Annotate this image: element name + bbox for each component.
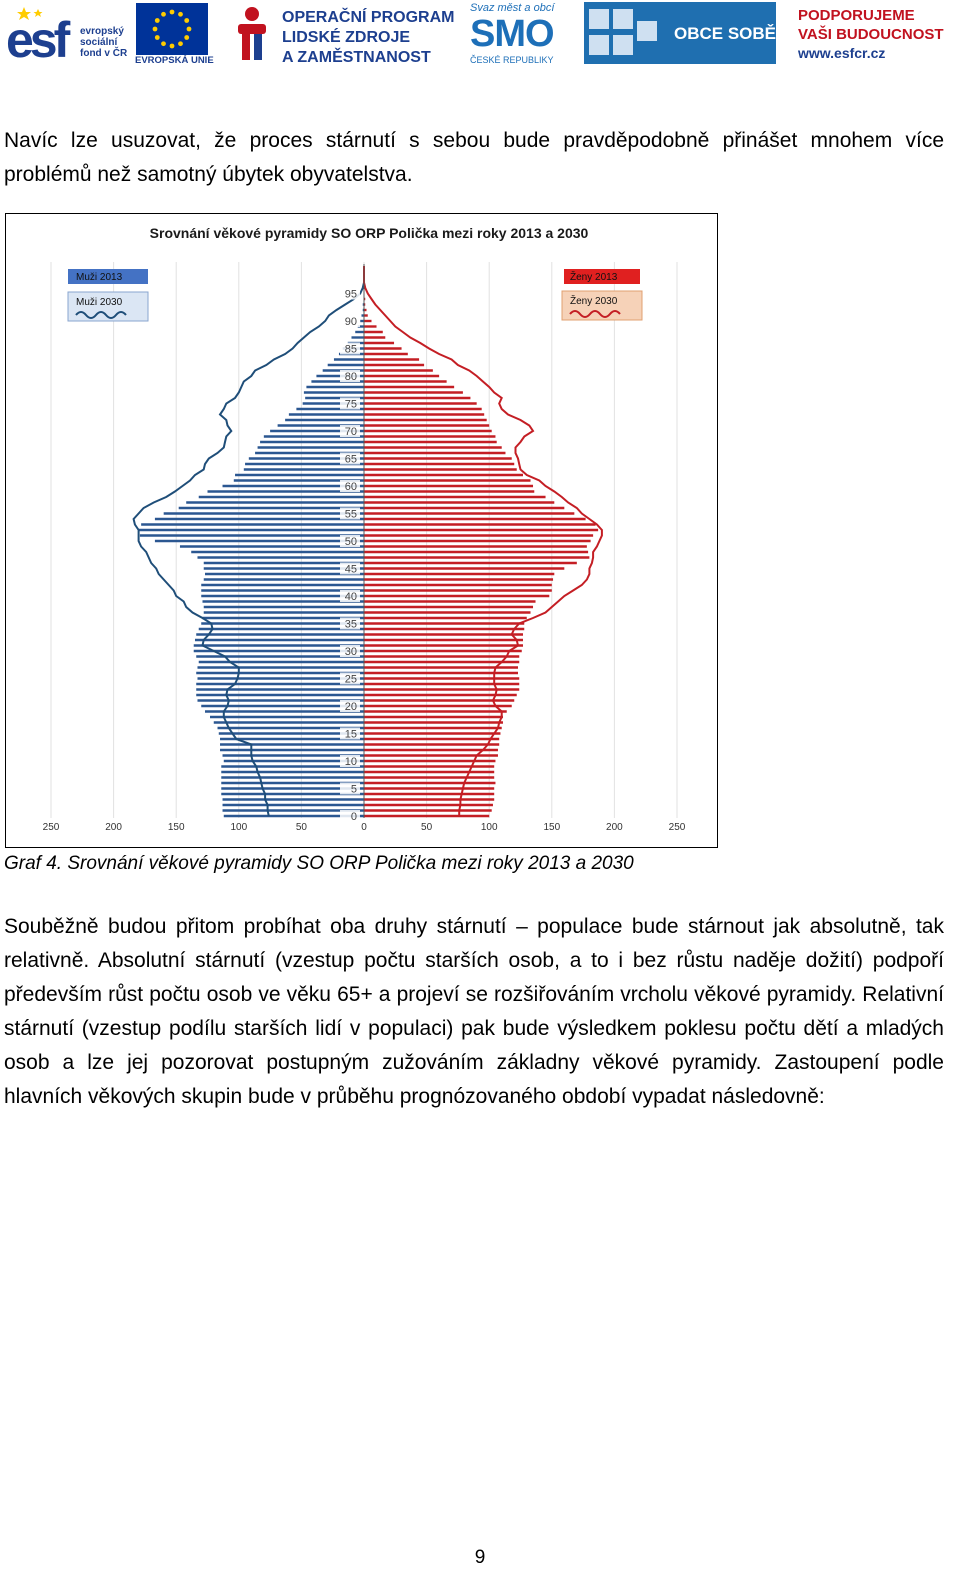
age-label-bg [340, 810, 360, 822]
age-tick-label: 45 [345, 564, 357, 576]
legend-women-2013-swatch [564, 269, 640, 284]
legend-women-2030: Ženy 2030 [570, 294, 618, 307]
age-label-bg [340, 590, 360, 602]
eu-star [169, 43, 175, 49]
esf-logo-icon: esf [4, 3, 76, 63]
age-label-bg [340, 645, 360, 657]
paragraph-aging: Souběžně budou přitom probíhat oba druhy… [4, 915, 944, 1108]
age-label-bg [340, 672, 360, 685]
age-label-bg [340, 782, 360, 795]
smo-tagline: Svaz měst a obcí [470, 2, 555, 14]
line-women-2030 [363, 266, 603, 816]
population-pyramid-chart: Srovnání věkové pyramidy SO ORP Polička … [5, 213, 718, 848]
legend-men-2030: Muži 2030 [76, 297, 123, 308]
age-tick-label: 5 [351, 784, 357, 796]
eu-flag-icon [136, 3, 208, 55]
age-tick-label: 15 [345, 729, 357, 741]
eu-star [178, 41, 183, 47]
x-tick-label: 0 [361, 822, 367, 833]
eu-star [186, 26, 192, 32]
x-tick-label: 250 [43, 822, 60, 833]
age-tick-label: 85 [345, 344, 357, 356]
eu-star [184, 35, 190, 40]
age-tick-label: 90 [345, 316, 357, 328]
line-men-2030 [132, 266, 365, 817]
logo-header: esf evropský sociální fond v ČR EVROPSKÁ… [0, 0, 960, 70]
age-tick-label: 20 [345, 701, 357, 713]
age-label-bg [340, 480, 360, 492]
chart-caption: Graf 4. Srovnání věkové pyramidy SO ORP … [4, 853, 634, 874]
smo-logo: SMO [470, 13, 555, 55]
age-label-bg [340, 700, 360, 712]
eu-star [154, 18, 160, 23]
legend-men-2013-swatch [68, 269, 148, 284]
paragraph-intro: Navíc lze usuzovat, že proces stárnutí s… [4, 129, 944, 186]
eu-star [154, 35, 160, 40]
age-label-bg [340, 397, 360, 410]
esf-caption: evropský sociální fond v ČR [80, 26, 128, 59]
page-number: 9 [474, 1547, 486, 1568]
x-tick-label: 250 [669, 822, 686, 833]
age-tick-label: 35 [345, 619, 357, 631]
age-label-bg [340, 315, 360, 327]
x-tick-label: 100 [230, 822, 247, 833]
age-tick-label: 80 [345, 371, 357, 383]
x-tick-label: 50 [296, 822, 308, 833]
legend-men-2030-line [75, 311, 127, 319]
age-tick-label: 95 [345, 289, 357, 301]
age-tick-label: 70 [345, 426, 357, 438]
x-tick-label: 150 [543, 822, 560, 833]
x-tick-label: 200 [105, 822, 122, 833]
legend-men-2013: Muži 2013 [76, 272, 123, 283]
op-lzz-logo-icon [238, 7, 266, 60]
x-tick-label: 200 [606, 822, 623, 833]
eu-star [152, 26, 158, 32]
op-lzz-caption: OPERAČNÍ PROGRAM LIDSKÉ ZDROJE A ZAMĚSTN… [282, 9, 455, 66]
eu-star [184, 18, 190, 23]
age-label-bg [340, 342, 360, 355]
legend-women-2013: Ženy 2013 [570, 270, 618, 283]
age-tick-label: 10 [345, 756, 357, 768]
x-tick-label: 100 [481, 822, 498, 833]
age-label-bg [340, 452, 360, 465]
x-tick-label: 50 [421, 822, 433, 833]
puzzle-icon [587, 7, 659, 57]
x-tick-label: 150 [168, 822, 185, 833]
chart-title: Srovnání věkové pyramidy SO ORP Polička … [150, 225, 589, 241]
age-label-bg [340, 507, 360, 520]
age-tick-label: 40 [345, 591, 357, 603]
legend-women-2030-line [569, 310, 621, 318]
podporujeme-logo: PODPORUJEME VAŠI BUDOUCNOST www.esfcr.cz [798, 7, 944, 61]
eu-star [178, 11, 183, 17]
age-tick-label: 65 [345, 454, 357, 466]
age-tick-label: 55 [345, 509, 357, 521]
svg-text:esf: esf [6, 12, 71, 63]
age-tick-label: 50 [345, 536, 357, 548]
eu-star [161, 11, 166, 17]
age-label-bg [340, 562, 360, 575]
age-tick-label: 0 [351, 811, 357, 823]
age-tick-label: 60 [345, 481, 357, 493]
age-label-bg [340, 727, 360, 740]
eu-caption: EVROPSKÁ UNIE [135, 55, 214, 66]
age-tick-label: 25 [345, 674, 357, 686]
smo-caption: ČESKÉ REPUBLIKY [470, 55, 554, 65]
age-label-bg [340, 535, 360, 547]
age-tick-label: 30 [345, 646, 357, 658]
eu-star [169, 9, 175, 15]
age-label-bg [340, 755, 360, 767]
obce-sobe-logo: OBCE SOBĚ [584, 2, 776, 64]
age-label-bg [340, 287, 360, 300]
age-label-bg [340, 617, 360, 630]
age-label-bg [340, 370, 360, 382]
age-tick-label: 75 [345, 399, 357, 411]
eu-star [161, 41, 166, 47]
pyramid-svg: Srovnání věkové pyramidy SO ORP Polička … [43, 225, 686, 833]
age-label-bg [340, 425, 360, 437]
